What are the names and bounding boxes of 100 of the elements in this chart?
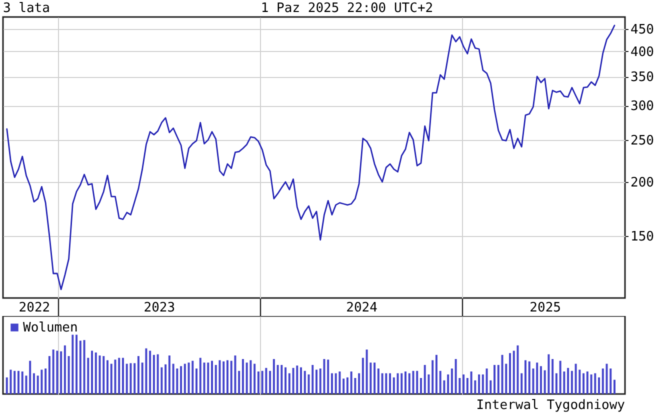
bar <box>330 373 333 394</box>
bar <box>334 373 337 394</box>
bar <box>199 358 202 394</box>
bar <box>312 364 314 394</box>
bar <box>528 361 530 394</box>
bar <box>292 368 294 394</box>
bar <box>238 370 240 394</box>
bar <box>555 373 558 394</box>
bar <box>516 345 519 394</box>
bar <box>385 373 388 394</box>
bar <box>188 362 190 394</box>
bar <box>246 362 248 394</box>
bar <box>432 360 434 394</box>
bar <box>396 373 399 394</box>
bar <box>156 354 159 394</box>
bar <box>234 355 236 394</box>
bar <box>261 370 264 394</box>
bar <box>106 360 108 394</box>
bar <box>450 368 453 394</box>
bar <box>404 371 407 394</box>
bar <box>594 373 596 394</box>
bar <box>338 371 341 394</box>
bar <box>400 373 403 394</box>
bar <box>524 360 526 394</box>
y-tick-label: 400 <box>630 44 654 60</box>
bar <box>323 359 326 394</box>
bar <box>362 358 364 394</box>
bar <box>98 355 101 394</box>
y-tick-label: 150 <box>630 230 654 245</box>
bar <box>296 366 298 394</box>
bar <box>110 364 112 394</box>
bar <box>509 353 511 394</box>
bar <box>164 364 167 394</box>
bar <box>137 356 140 394</box>
bar <box>222 361 225 394</box>
bar <box>420 378 422 394</box>
bar <box>559 360 562 394</box>
bar <box>126 364 128 394</box>
bar <box>76 334 78 394</box>
legend-label: Wolumen <box>23 320 78 336</box>
bar <box>276 364 279 394</box>
bar <box>149 350 152 394</box>
bar <box>29 360 32 394</box>
bar <box>72 334 74 394</box>
bar <box>478 374 480 394</box>
bar <box>536 362 538 394</box>
bar <box>552 359 554 394</box>
bar <box>482 374 484 394</box>
bar <box>172 364 174 394</box>
bar <box>447 374 450 394</box>
bar <box>145 348 148 394</box>
bar <box>300 367 302 394</box>
bar <box>203 362 206 394</box>
y-tick-label: 300 <box>630 99 654 114</box>
bar <box>64 345 66 394</box>
bar <box>304 370 306 394</box>
bar <box>25 376 28 394</box>
bar <box>134 363 136 394</box>
bar <box>10 370 12 394</box>
bar <box>242 359 244 394</box>
bar <box>586 371 588 394</box>
bar <box>366 350 368 394</box>
bar <box>435 354 438 394</box>
bar <box>152 354 155 394</box>
bar <box>56 350 58 394</box>
y-tick-label: 350 <box>630 70 654 85</box>
bar <box>32 373 35 394</box>
bar <box>392 377 395 394</box>
bar <box>598 377 600 394</box>
bar <box>540 366 542 394</box>
bar <box>265 368 268 394</box>
bar <box>567 368 570 394</box>
bar <box>462 374 465 394</box>
bar <box>269 370 272 394</box>
bar <box>272 359 275 394</box>
x-tick-label: 2023 <box>144 300 176 316</box>
bar <box>168 355 170 394</box>
bar <box>358 373 360 394</box>
bar <box>40 370 43 394</box>
bar <box>14 370 16 394</box>
bar <box>424 364 426 394</box>
chart-subtitle: 1 Paz 2025 22:00 UTC+2 <box>260 1 434 16</box>
bar <box>48 356 50 394</box>
x-tick-label: 2022 <box>18 300 50 316</box>
bar <box>389 373 392 394</box>
bar <box>21 371 24 394</box>
bar <box>226 360 228 394</box>
y-tick-label: 200 <box>630 175 654 190</box>
bar <box>497 364 500 394</box>
bar <box>180 366 182 394</box>
bar <box>412 370 414 394</box>
bar <box>102 356 105 394</box>
bar <box>207 362 210 394</box>
bar <box>439 370 442 394</box>
bar <box>308 374 310 394</box>
bar <box>374 362 376 394</box>
bar <box>280 364 283 394</box>
y-tick-label: 450 <box>630 22 654 38</box>
bar <box>377 368 380 394</box>
bar <box>52 350 54 394</box>
